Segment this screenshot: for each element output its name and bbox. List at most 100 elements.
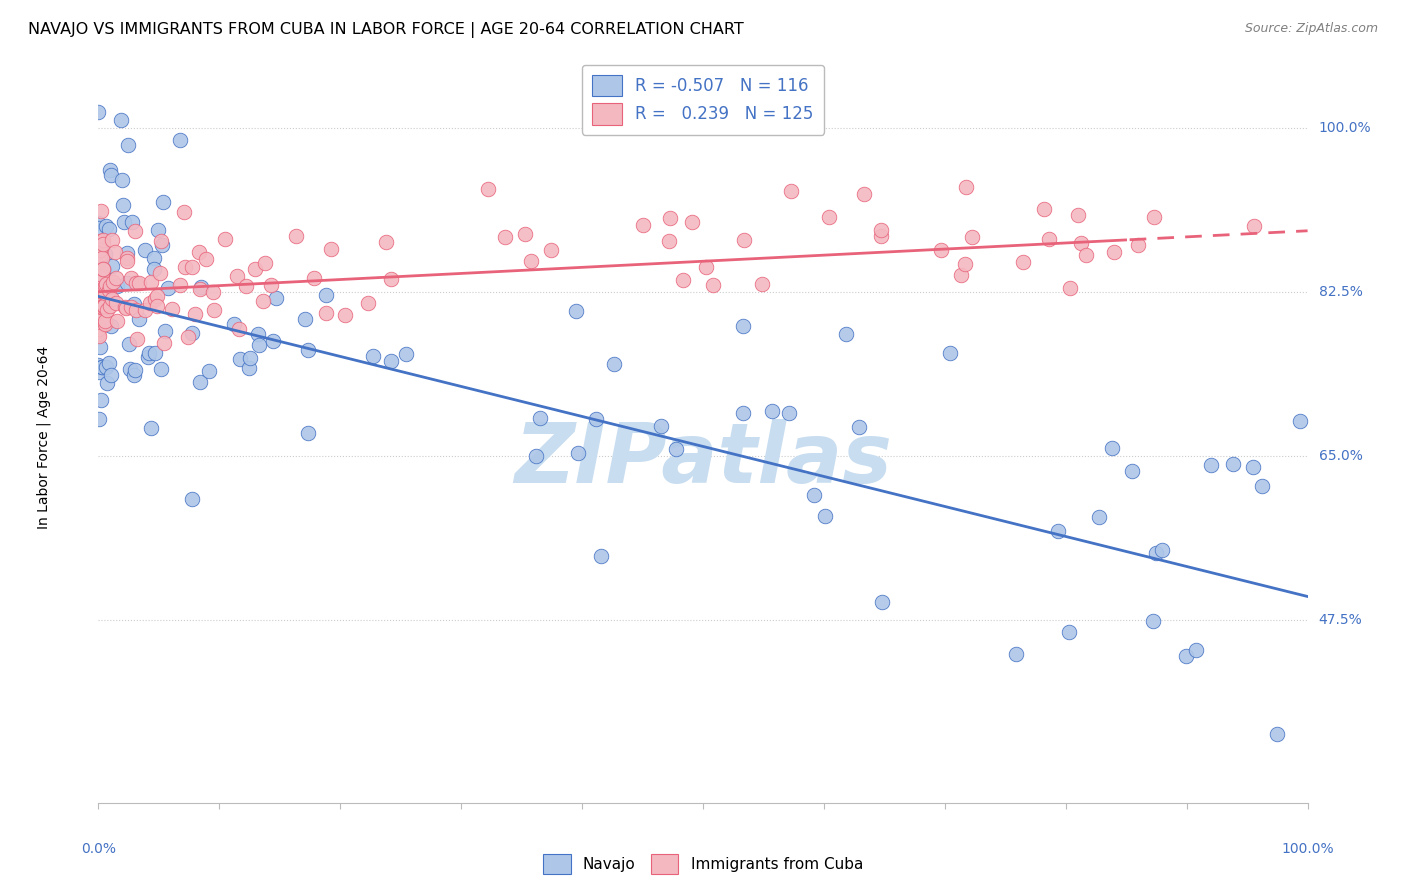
Point: [96, 376, 118, 391]
Point: [1032, 202, 1054, 216]
Text: Source: ZipAtlas.com: Source: ZipAtlas.com: [1244, 22, 1378, 36]
Point: [160, 301, 183, 316]
Point: [91, 268, 114, 283]
Point: [761, 404, 783, 418]
Point: [98, 163, 121, 178]
Point: [603, 358, 626, 372]
Point: [319, 242, 342, 256]
Point: [115, 254, 138, 268]
Point: [120, 270, 142, 285]
Point: [585, 412, 607, 426]
Point: [105, 314, 128, 328]
Text: 65.0%: 65.0%: [1319, 449, 1362, 463]
Point: [1243, 219, 1265, 234]
Point: [89, 328, 111, 343]
Point: [141, 421, 163, 435]
Point: [202, 302, 225, 317]
Point: [650, 419, 672, 434]
Point: [101, 292, 124, 306]
Point: [239, 351, 262, 366]
Point: [1005, 647, 1028, 661]
Point: [180, 326, 202, 340]
Point: [1201, 458, 1223, 472]
Point: [658, 211, 681, 225]
Point: [120, 300, 142, 314]
Point: [565, 303, 588, 318]
Point: [90, 392, 112, 407]
Point: [238, 360, 260, 375]
Point: [260, 277, 283, 292]
Point: [91, 359, 114, 374]
Point: [87, 293, 110, 308]
Point: [91, 262, 114, 277]
Point: [125, 302, 148, 317]
Point: [695, 260, 717, 274]
Point: [94, 247, 117, 261]
Point: [494, 230, 516, 244]
Point: [177, 330, 200, 344]
Point: [115, 276, 138, 290]
Point: [243, 261, 266, 276]
Point: [105, 295, 128, 310]
Point: [297, 426, 319, 441]
Point: [87, 321, 110, 335]
Point: [228, 322, 250, 336]
Point: [89, 266, 111, 280]
Point: [1057, 625, 1080, 640]
Point: [477, 182, 499, 196]
Point: [128, 276, 150, 290]
Point: [264, 292, 287, 306]
Point: [835, 326, 858, 341]
Point: [87, 216, 110, 230]
Point: [152, 195, 174, 210]
Point: [939, 346, 962, 360]
Point: [90, 300, 112, 314]
Point: [122, 368, 145, 382]
Point: [96, 219, 118, 233]
Point: [194, 252, 217, 266]
Point: [100, 368, 122, 383]
Point: [128, 311, 150, 326]
Point: [89, 234, 111, 248]
Point: [702, 277, 724, 292]
Point: [94, 278, 117, 293]
Point: [104, 244, 127, 259]
Point: [111, 173, 134, 187]
Point: [779, 407, 801, 421]
Point: [127, 332, 149, 346]
Text: 47.5%: 47.5%: [1319, 613, 1362, 627]
Point: [1038, 232, 1060, 246]
Point: [589, 549, 612, 563]
Point: [115, 251, 138, 265]
Point: [93, 317, 115, 331]
Point: [870, 595, 893, 609]
Point: [955, 180, 977, 194]
Point: [98, 299, 121, 313]
Point: [121, 215, 143, 229]
Point: [1012, 255, 1035, 269]
Point: [90, 301, 112, 315]
Point: [302, 270, 325, 285]
Point: [803, 488, 825, 502]
Point: [115, 246, 138, 260]
Point: [110, 113, 132, 128]
Point: [98, 278, 121, 293]
Point: [91, 233, 114, 247]
Point: [1185, 643, 1208, 657]
Point: [375, 235, 398, 250]
Point: [87, 360, 110, 375]
Point: [681, 215, 703, 229]
Point: [226, 268, 249, 283]
Point: [1241, 460, 1264, 475]
Point: [150, 238, 173, 252]
Point: [853, 187, 876, 202]
Point: [1143, 211, 1166, 225]
Point: [136, 351, 159, 365]
Point: [124, 363, 146, 377]
Point: [779, 184, 801, 198]
Point: [90, 270, 112, 285]
Point: [190, 376, 212, 390]
Point: [180, 491, 202, 506]
Point: [1102, 245, 1125, 260]
Point: [658, 235, 681, 249]
